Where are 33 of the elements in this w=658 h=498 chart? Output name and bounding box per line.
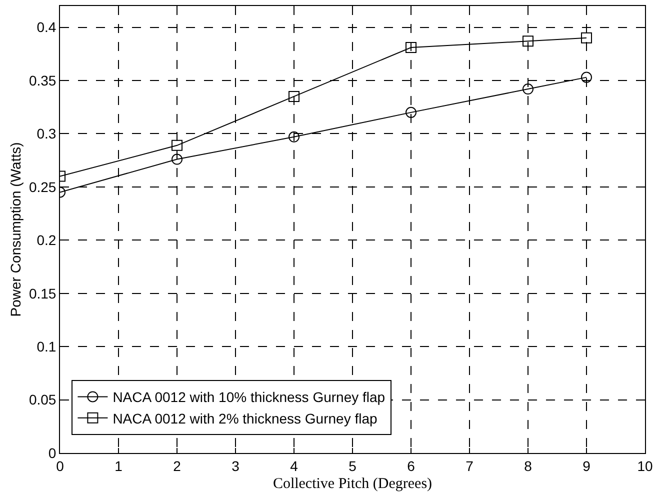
x-tick-label: 1 [114, 458, 123, 474]
y-tick-label: 0 [48, 444, 56, 461]
x-tick-label: 8 [524, 458, 532, 474]
y-tick-label: 0.2 [36, 232, 56, 248]
x-tick-label: 10 [637, 458, 653, 474]
x-tick-label: 5 [348, 458, 357, 474]
y-tick-label: 0.15 [28, 285, 56, 302]
x-tick-label: 6 [407, 458, 416, 474]
legend-label: NACA 0012 with 10% thickness Gurney flap [112, 389, 386, 406]
point [288, 131, 300, 142]
point [288, 90, 300, 102]
point [406, 42, 416, 54]
x-axis-title: Collective Pitch (Degrees) [272, 476, 432, 492]
point [522, 84, 534, 95]
y-tick-label: 0.35 [28, 72, 56, 88]
point [581, 72, 592, 83]
point [172, 154, 182, 165]
y-axis-title: Power Consumption (Watts) [8, 142, 24, 317]
point [581, 32, 592, 44]
x-tick-label: 3 [232, 458, 240, 474]
y-tick-label: 0.25 [28, 178, 56, 195]
y-tick-label: 0.4 [36, 19, 56, 36]
y-tick-label: 0.3 [36, 126, 56, 142]
x-tick-label: 7 [466, 458, 474, 474]
x-tick-label: 2 [173, 458, 182, 474]
point [406, 106, 416, 118]
x-tick-label: 4 [290, 458, 298, 474]
y-tick-label: 0.05 [28, 392, 56, 408]
legend-label: NACA 0012 with 2% thickness Gurney flap [112, 410, 378, 426]
y-tick-label: 0.1 [36, 338, 56, 354]
point [172, 140, 182, 151]
x-tick-label: 9 [582, 458, 591, 474]
point [522, 36, 534, 47]
